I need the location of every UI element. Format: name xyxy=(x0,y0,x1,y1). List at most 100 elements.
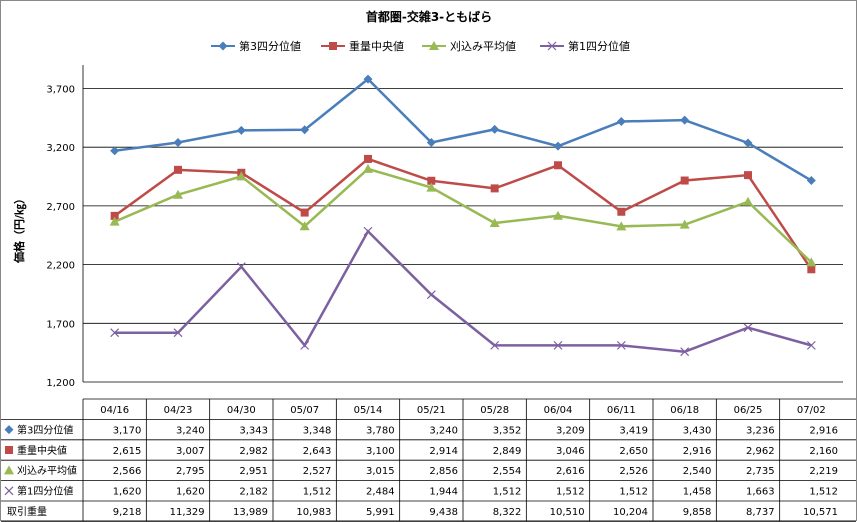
data-label: 3,100 xyxy=(366,446,395,457)
legend: 第3四分位値 重量中央値 刈込み平均値 第1四分位値 xyxy=(211,39,630,53)
marker-stroke xyxy=(490,340,500,350)
data-point xyxy=(300,340,310,350)
data-point xyxy=(680,347,690,357)
data-point xyxy=(426,290,436,300)
series xyxy=(109,163,817,267)
series-line xyxy=(114,229,812,353)
data-point xyxy=(300,125,310,135)
marker-stroke xyxy=(547,41,557,51)
data-label: 10,510 xyxy=(550,507,585,518)
data-point xyxy=(490,124,500,134)
data-label: 9,858 xyxy=(683,507,712,518)
data-point xyxy=(806,340,816,350)
data-point xyxy=(174,165,182,174)
series xyxy=(110,226,816,357)
data-point xyxy=(616,340,626,350)
data-point xyxy=(236,262,246,272)
data-point xyxy=(426,182,437,192)
data-label: 8,737 xyxy=(746,507,775,518)
x-tick-label: 05/14 xyxy=(354,405,383,416)
data-label: 10,204 xyxy=(613,507,648,518)
x-tick-label: 06/25 xyxy=(734,405,763,416)
data-label: 2,182 xyxy=(239,487,268,498)
chart-title: 首都圏-交雑3-ともばら xyxy=(366,9,492,24)
data-label: 10,983 xyxy=(296,507,331,518)
x-tick-label: 06/18 xyxy=(670,405,699,416)
data-label: 3,343 xyxy=(239,425,268,436)
data-label: 2,856 xyxy=(429,466,458,477)
data-point xyxy=(236,171,247,181)
data-point xyxy=(743,138,753,148)
data-label: 3,236 xyxy=(746,425,775,436)
legend-item: 第3四分位値 xyxy=(211,39,301,53)
data-label: 2,540 xyxy=(683,466,712,477)
marker-stroke xyxy=(236,262,246,272)
marker-stroke xyxy=(110,328,120,338)
legend-label: 重量中央値 xyxy=(349,39,404,53)
series-group xyxy=(109,74,817,357)
table-row-label: 第3四分位値 xyxy=(17,423,73,436)
data-label: 1,944 xyxy=(429,487,458,498)
data-label: 2,615 xyxy=(113,446,142,457)
table-legend-marker xyxy=(4,486,14,496)
data-label: 2,916 xyxy=(683,446,712,457)
legend-marker xyxy=(218,41,228,51)
data-point xyxy=(490,340,500,350)
data-point xyxy=(109,216,120,226)
x-tick-label: 05/28 xyxy=(480,405,509,416)
table-row-label: 取引重量 xyxy=(7,505,47,518)
data-point xyxy=(744,171,752,180)
marker-stroke xyxy=(743,323,753,333)
series-line xyxy=(113,157,813,270)
data-label: 2,650 xyxy=(619,446,648,457)
legend-marker xyxy=(329,42,337,50)
legend-label: 第3四分位値 xyxy=(239,39,301,53)
data-label: 2,484 xyxy=(366,487,395,498)
data-point xyxy=(553,141,563,151)
x-tick-label: 04/23 xyxy=(164,405,193,416)
data-label: 3,352 xyxy=(493,425,522,436)
data-label: 2,219 xyxy=(809,466,838,477)
data-label: 3,015 xyxy=(366,466,395,477)
data-label: 5,991 xyxy=(366,507,395,518)
data-point xyxy=(363,163,373,173)
data-label: 1,512 xyxy=(303,487,332,498)
y-axis-ticks: 1,200 1,700 2,200 2,700 3,200 3,700 xyxy=(46,84,75,389)
data-label: 2,554 xyxy=(493,466,522,477)
marker-stroke xyxy=(300,340,310,350)
marker-stroke xyxy=(363,226,373,236)
data-point xyxy=(299,221,310,231)
data-label: 13,989 xyxy=(233,507,268,518)
data-label: 9,438 xyxy=(429,507,458,518)
data-label: 1,512 xyxy=(619,487,648,498)
y-tick-label: 3,200 xyxy=(46,143,75,154)
table-row-label: 第1四分位値 xyxy=(17,485,73,498)
y-tick-label: 3,700 xyxy=(46,84,75,95)
data-label: 3,007 xyxy=(176,446,205,457)
legend-item: 第1四分位値 xyxy=(540,39,630,53)
data-label: 1,512 xyxy=(493,487,522,498)
series-line xyxy=(114,77,812,182)
data-label: 2,951 xyxy=(239,466,268,477)
data-point xyxy=(110,211,119,220)
data-point xyxy=(427,176,436,185)
data-label: 1,620 xyxy=(113,487,142,498)
legend-item: 刈込み平均値 xyxy=(422,40,516,53)
data-label: 3,348 xyxy=(303,425,332,436)
marker-stroke xyxy=(806,340,816,350)
data-point xyxy=(236,125,246,135)
legend-marker xyxy=(429,41,439,50)
data-label: 1,512 xyxy=(556,487,585,498)
data-label: 1,663 xyxy=(746,487,775,498)
table-row-label: 重量中央値 xyxy=(17,444,67,457)
data-label: 2,735 xyxy=(746,466,775,477)
marker-stroke xyxy=(426,290,436,300)
data-point xyxy=(807,265,816,274)
table-legend-marker xyxy=(4,425,14,435)
data-point xyxy=(680,115,690,125)
data-point xyxy=(553,340,563,350)
legend-marker xyxy=(547,41,557,51)
legend-label: 刈込み平均値 xyxy=(450,40,516,53)
